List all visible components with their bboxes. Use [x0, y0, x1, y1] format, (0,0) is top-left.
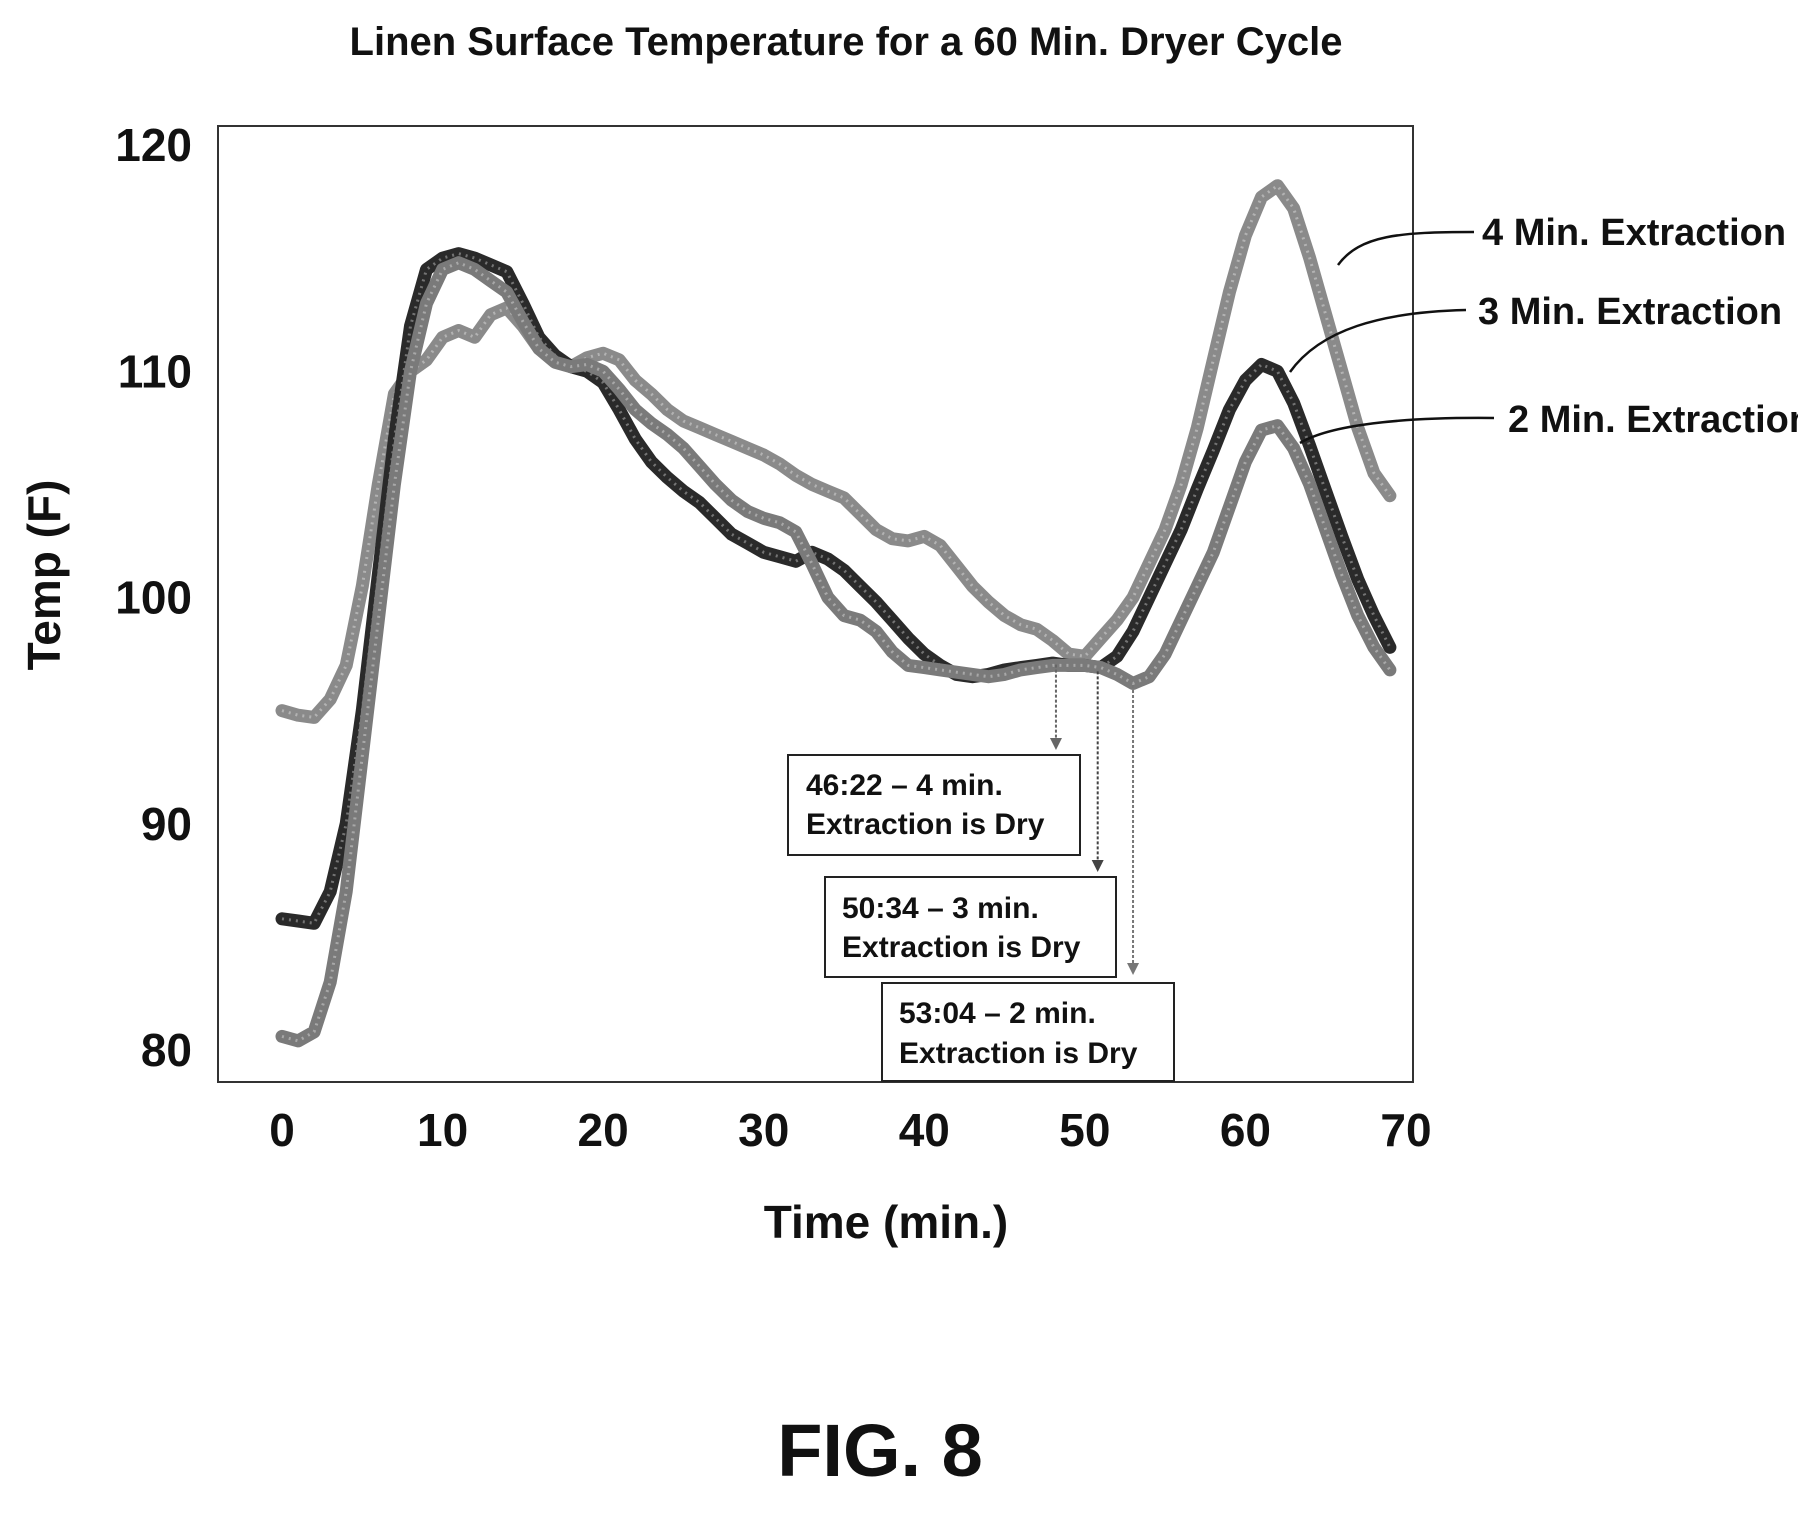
annotation-2-line2: Extraction is Dry — [899, 1037, 1138, 1070]
annotation-0-line1: 46:22 – 4 min. — [806, 769, 1003, 802]
legend-leader-2 — [1299, 416, 1495, 445]
x-tick-label: 10 — [417, 1104, 468, 1156]
annotation-box-2 — [881, 982, 1175, 1082]
legend-label-2: 2 Min. Extraction — [1508, 399, 1798, 441]
plot-area — [217, 125, 1414, 1083]
annotations: 46:22 – 4 min. Extraction is Dry 50:34 –… — [787, 664, 1175, 1082]
annotation-2-line1: 53:04 – 2 min. — [899, 997, 1096, 1030]
x-tick-label: 40 — [899, 1104, 950, 1156]
annotation-0-line2: Extraction is Dry — [806, 808, 1045, 841]
y-tick-label: 90 — [141, 798, 192, 850]
annotation-box-1 — [824, 876, 1117, 978]
series-line-0 — [275, 179, 1397, 724]
x-axis-ticks: 0 10 20 30 40 50 60 70 — [269, 1104, 1431, 1156]
legend-leader-1 — [1288, 308, 1467, 373]
series-line-1 — [275, 247, 1397, 930]
y-axis-label: Temp (F) — [18, 480, 70, 671]
annotation-1-line1: 50:34 – 3 min. — [842, 892, 1039, 925]
y-tick-label: 110 — [118, 345, 192, 397]
series-layer — [275, 179, 1397, 1048]
annotation-1-line2: Extraction is Dry — [842, 931, 1081, 964]
annotation-arrowhead-2 — [1127, 963, 1140, 975]
series-texture-1 — [281, 252, 1392, 925]
x-tick-label: 50 — [1059, 1104, 1110, 1156]
legend-label-1: 3 Min. Extraction — [1478, 291, 1782, 333]
annotation-arrowhead-0 — [1049, 738, 1062, 750]
x-tick-label: 60 — [1220, 1104, 1271, 1156]
x-tick-label: 70 — [1380, 1104, 1431, 1156]
chart-title: Linen Surface Temperature for a 60 Min. … — [350, 20, 1343, 64]
figure-label: FIG. 8 — [777, 1409, 983, 1492]
annotation-box-0 — [787, 754, 1081, 856]
y-axis-ticks: 80 90 100 110 120 — [115, 119, 192, 1076]
annotation-arrowhead-1 — [1091, 860, 1104, 872]
legend: 4 Min. Extraction 3 Min. Extraction 2 Mi… — [1288, 212, 1798, 445]
x-tick-label: 30 — [738, 1104, 789, 1156]
series-line-2 — [275, 256, 1397, 1048]
legend-leader-0 — [1336, 230, 1475, 266]
x-axis-label: Time (min.) — [764, 1196, 1009, 1248]
x-tick-label: 0 — [269, 1104, 295, 1156]
y-tick-label: 80 — [141, 1024, 192, 1076]
x-tick-label: 20 — [578, 1104, 629, 1156]
y-tick-label: 100 — [115, 572, 192, 624]
y-tick-label: 120 — [115, 119, 192, 171]
legend-label-0: 4 Min. Extraction — [1482, 212, 1786, 254]
